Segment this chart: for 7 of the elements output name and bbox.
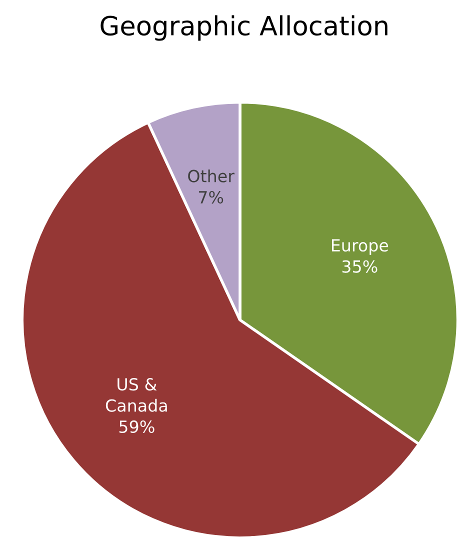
slice-label: Europe: [332, 239, 388, 255]
slice-label: Other: [188, 169, 234, 182]
chart-title: Geographic Allocation: [100, 15, 388, 41]
slice-label: US & Canada: [106, 378, 167, 412]
data-label: 35%: [342, 260, 378, 273]
data-label: 59%: [119, 420, 154, 434]
data-label: 7%: [198, 190, 224, 204]
